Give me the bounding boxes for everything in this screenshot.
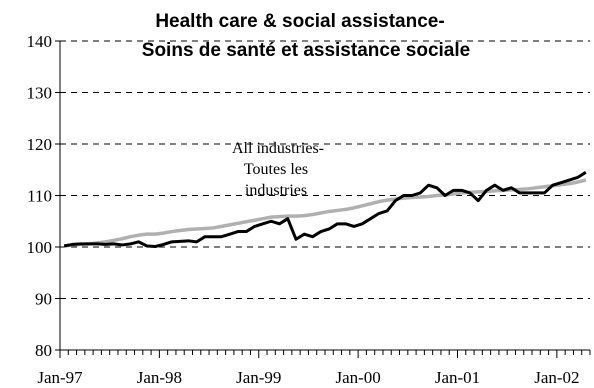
series-line-all-industries [63, 178, 587, 248]
chart-title-line-2: Soins de santé et assistance sociale [142, 40, 470, 61]
series-lines [63, 171, 587, 248]
x-tick-label-Jan-99: Jan-99 [236, 368, 281, 387]
y-axis-labels: 80 90 100 110 120 130 140 [27, 32, 53, 360]
y-tick-label-120: 120 [27, 135, 53, 154]
x-tick-label-Jan-97: Jan-97 [37, 368, 83, 387]
annotation-line-1: All industries- [232, 140, 324, 157]
grid-lines [60, 40, 590, 299]
y-tick-label-80: 80 [35, 341, 52, 360]
y-tick-label-110: 110 [27, 187, 52, 206]
axes [55, 40, 591, 358]
annotation-line-2: Toutes les [244, 161, 308, 178]
annotation-line-3: industries [245, 182, 307, 199]
x-axis-labels: Jan-97 Jan-98 Jan-99 Jan-00 Jan-01 Jan-02 [37, 368, 579, 387]
y-tick-label-130: 130 [27, 84, 53, 103]
x-tick-label-Jan-01: Jan-01 [435, 368, 480, 387]
y-tick-label-100: 100 [27, 238, 53, 257]
chart-title-line-1: Health care & social assistance- [155, 11, 444, 32]
x-tick-label-Jan-00: Jan-00 [335, 368, 380, 387]
x-tick-label-Jan-98: Jan-98 [137, 368, 182, 387]
y-tick-label-140: 140 [27, 32, 53, 51]
y-tick-label-90: 90 [35, 290, 52, 309]
series-line-health-care [63, 171, 587, 248]
x-tick-label-Jan-02: Jan-02 [534, 368, 579, 387]
